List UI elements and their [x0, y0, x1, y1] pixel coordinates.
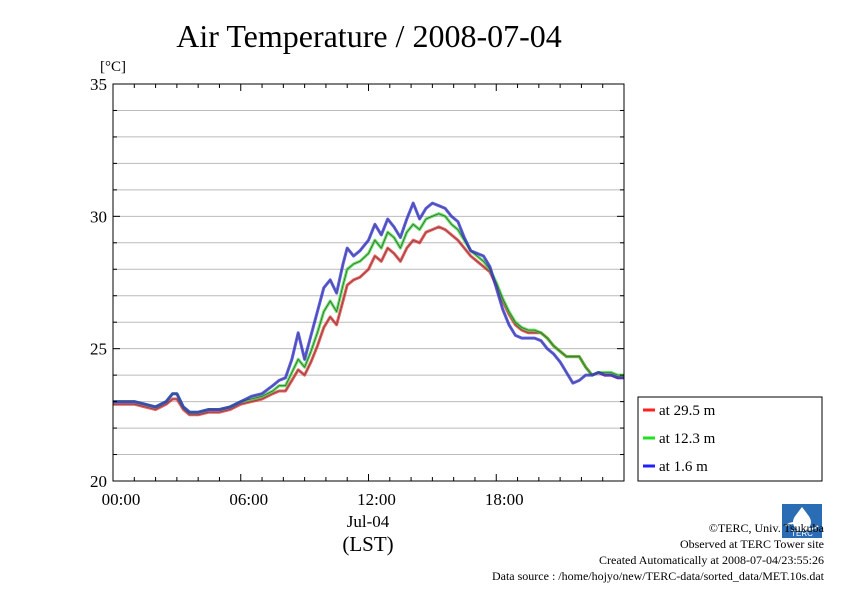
- credits-created: Created Automatically at 2008-07-04/23:5…: [599, 553, 824, 567]
- legend: at 29.5 m at 12.3 m at 1.6 m: [637, 396, 823, 482]
- logo-text: TERC: [791, 529, 813, 538]
- plot-frame: [112, 83, 625, 482]
- date-label: Jul-04: [347, 512, 390, 531]
- grid-lines: [113, 109, 624, 456]
- legend-entry: at 1.6 m: [659, 459, 708, 475]
- series-line: [113, 212, 624, 414]
- y-tick-label: 25: [90, 340, 107, 359]
- series-line: [113, 201, 624, 414]
- credits-source: Data source : /home/hojyo/new/TERC-data/…: [491, 569, 824, 583]
- axis-ticks: 20 25 30 35 00:00 06:00 12:00 18:00: [90, 75, 625, 509]
- x-axis-label: (LST): [342, 532, 393, 556]
- legend-box: [637, 396, 823, 482]
- terc-logo: TERC: [782, 504, 822, 538]
- x-tick-label: 00:00: [102, 490, 141, 509]
- series-layer: [113, 201, 624, 417]
- y-tick-label: 35: [90, 75, 107, 94]
- y-tick-label: 20: [90, 472, 107, 491]
- chart-title: Air Temperature / 2008-07-04: [176, 18, 562, 54]
- series-line-core: [113, 213, 624, 413]
- credits-block: ©TERC, Univ. Tsukuba Observed at TERC To…: [492, 520, 824, 584]
- series-line-core: [113, 202, 624, 413]
- x-tick-label: 18:00: [485, 490, 524, 509]
- credits-org: ©TERC, Univ. Tsukuba: [708, 521, 824, 535]
- legend-entry: at 29.5 m: [659, 403, 716, 419]
- credits-site: Observed at TERC Tower site: [679, 537, 824, 551]
- legend-entry: at 12.3 m: [659, 431, 716, 447]
- y-axis-label: [°C]: [100, 59, 126, 75]
- y-tick-label: 30: [90, 207, 107, 226]
- x-tick-label: 12:00: [357, 490, 396, 509]
- x-tick-label: 06:00: [229, 490, 268, 509]
